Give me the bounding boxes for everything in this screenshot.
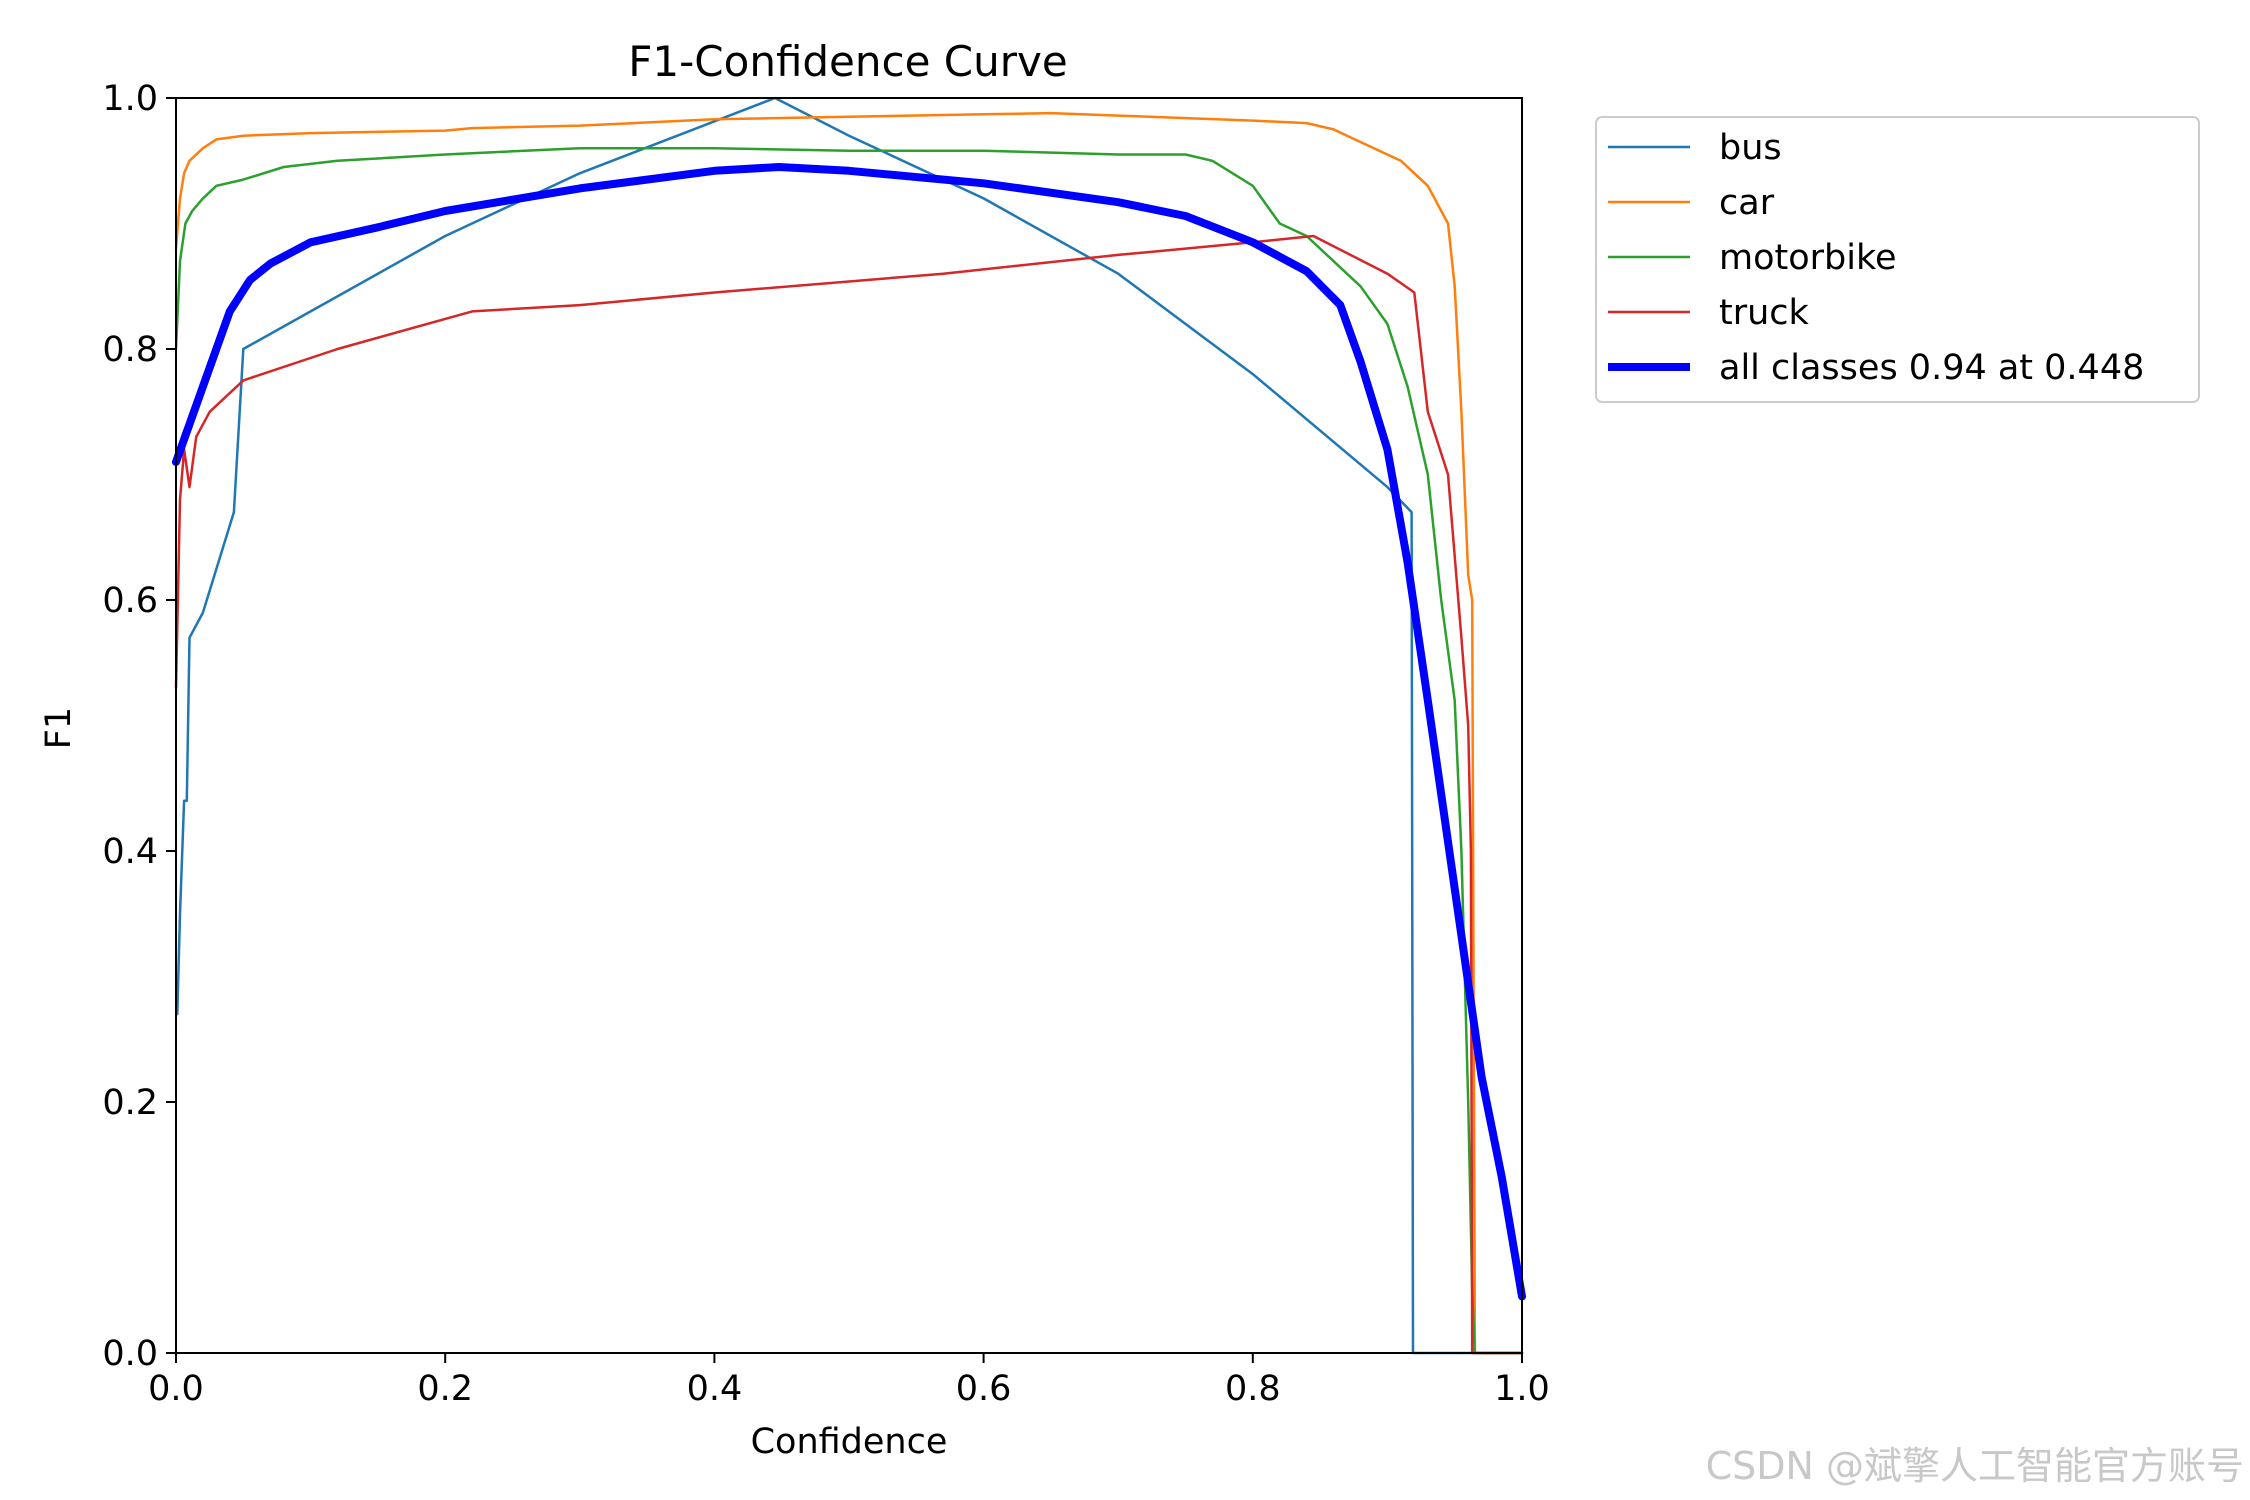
x-tick-label: 1.0	[1494, 1369, 1550, 1409]
x-tick-label: 0.8	[1225, 1369, 1281, 1409]
x-axis-label: Confidence	[751, 1422, 948, 1462]
series-line-bus	[176, 96, 1524, 1355]
watermark: CSDN @斌擎人工智能官方账号	[1705, 1444, 2244, 1488]
legend-label-bus: bus	[1719, 128, 1782, 168]
legend: bus car motorbike truck all classes 0.94 at …	[1595, 116, 2200, 403]
y-axis-label: F1	[39, 707, 79, 749]
legend-box	[1595, 116, 2200, 403]
series-layer	[172, 96, 1526, 1355]
chart-title: F1-Confidence Curve	[628, 37, 1067, 86]
legend-label-motorbike: motorbike	[1719, 238, 1897, 278]
y-tick-label: 0.0	[102, 1334, 158, 1374]
series-line-motorbike	[174, 146, 1524, 1355]
legend-label-truck: truck	[1719, 293, 1810, 333]
legend-label-all: all classes 0.94 at 0.448	[1719, 348, 2144, 388]
x-tick-label: 0.6	[956, 1369, 1012, 1409]
y-tick-label: 0.6	[102, 581, 158, 621]
y-tick-label: 0.4	[102, 832, 158, 872]
plot-frame	[175, 97, 1523, 1354]
y-tick-label: 0.2	[102, 1083, 158, 1123]
series-line-all	[172, 163, 1526, 1301]
series-line-car	[174, 111, 1524, 1355]
ticks-layer: 0.0 0.2 0.4 0.6 0.8 1.0 0.0 0.2 0.4 0.6 0.8 1.0	[102, 79, 1550, 1409]
x-tick-label: 0.0	[148, 1369, 204, 1409]
x-tick-label: 0.2	[417, 1369, 473, 1409]
x-tick-label: 0.4	[687, 1369, 743, 1409]
y-tick-label: 0.8	[102, 330, 158, 370]
legend-label-car: car	[1719, 183, 1775, 223]
series-line-truck	[174, 234, 1524, 1355]
y-tick-label: 1.0	[102, 79, 158, 119]
